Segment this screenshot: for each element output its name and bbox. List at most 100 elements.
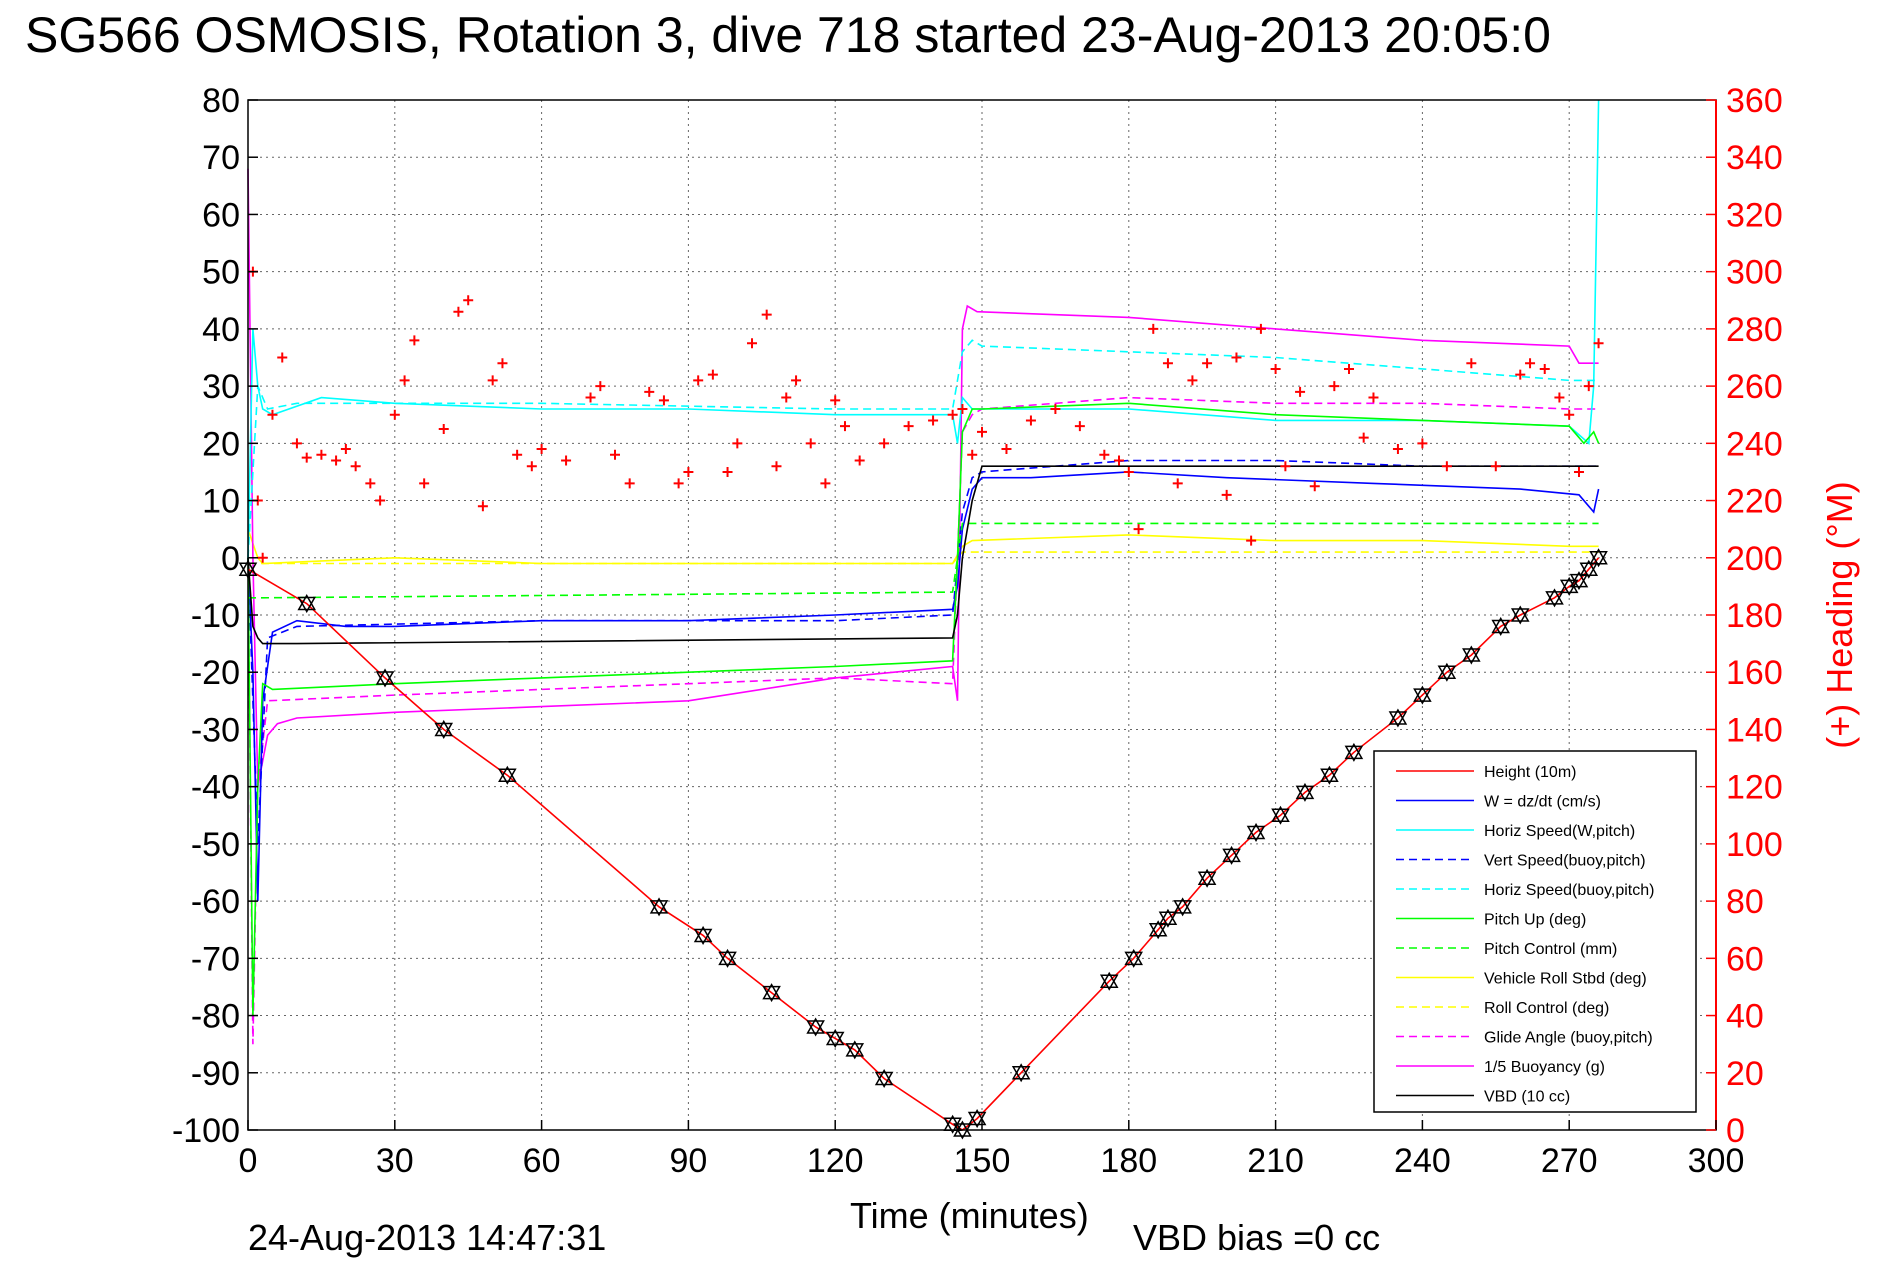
- heading-marker: [830, 395, 841, 406]
- heading-marker: [301, 452, 312, 463]
- heading-marker: [1099, 449, 1110, 460]
- y2-tick-label: 80: [1726, 883, 1764, 921]
- height-marker-inv: [1222, 848, 1241, 865]
- heading-marker: [453, 306, 464, 317]
- heading-marker: [1162, 358, 1173, 369]
- heading-marker: [967, 449, 978, 460]
- height-marker-inv: [953, 1123, 972, 1140]
- heading-marker: [820, 478, 831, 489]
- heading-marker: [389, 409, 400, 420]
- y2-tick-label: 320: [1726, 196, 1783, 234]
- height-marker: [649, 897, 669, 914]
- heading-marker: [610, 449, 620, 460]
- series-line-3: [247, 459, 1599, 844]
- height-marker-inv: [649, 900, 669, 917]
- heading-marker: [1114, 455, 1125, 466]
- heading-marker: [839, 421, 850, 432]
- heading-marker: [1221, 489, 1232, 500]
- height-marker: [762, 983, 781, 1000]
- heading-marker: [1417, 438, 1428, 449]
- heading-marker: [805, 438, 816, 449]
- heading-marker: [1525, 358, 1536, 369]
- legend-label: Vehicle Roll Stbd (deg): [1484, 971, 1647, 988]
- height-marker: [953, 1120, 972, 1137]
- heading-marker: [747, 338, 758, 349]
- y-tick-label: -70: [191, 940, 240, 978]
- heading-marker: [561, 455, 572, 466]
- height-marker: [1099, 971, 1119, 988]
- height-marker: [375, 668, 395, 685]
- height-marker-inv: [1158, 911, 1178, 928]
- heading-marker: [438, 424, 449, 435]
- series-line-11: [247, 465, 1599, 645]
- y2-tick-label: 20: [1726, 1055, 1764, 1093]
- height-marker: [1320, 765, 1339, 782]
- x-tick-label: 30: [376, 1142, 414, 1180]
- heading-marker: [1255, 323, 1266, 334]
- height-marker: [498, 765, 517, 782]
- heading-marker: [419, 478, 430, 489]
- height-marker: [1344, 742, 1364, 760]
- y2-tick-label: 200: [1726, 540, 1783, 578]
- y2-tick-label: 0: [1726, 1112, 1745, 1150]
- y2-tick-label: 60: [1726, 940, 1764, 978]
- x-tick-label: 60: [523, 1142, 561, 1180]
- height-marker-inv: [1462, 648, 1481, 665]
- y-tick-label: 0: [221, 540, 240, 578]
- x-axis: 0 30 60 90 120 150 180 210 240 270 300: [239, 1120, 1744, 1180]
- heading-marker: [1358, 432, 1369, 443]
- legend-label: Glide Angle (buoy,pitch): [1484, 1030, 1653, 1047]
- heading-marker: [487, 375, 498, 386]
- x-tick-label: 0: [239, 1142, 258, 1180]
- heading-marker: [331, 455, 342, 466]
- y-tick-label: 30: [202, 368, 240, 406]
- y-tick-label: -40: [191, 769, 240, 807]
- height-marker: [1589, 548, 1608, 565]
- heading-marker: [977, 426, 987, 437]
- height-marker: [1510, 605, 1530, 622]
- height-marker-inv: [1173, 900, 1192, 917]
- height-marker-inv: [1579, 562, 1599, 579]
- y2-tick-label: 140: [1726, 711, 1783, 749]
- height-marker: [806, 1017, 825, 1034]
- height-marker-inv: [434, 722, 454, 739]
- y-tick-label: 20: [202, 425, 240, 463]
- heading-marker: [693, 375, 704, 386]
- height-marker-inv: [874, 1071, 894, 1089]
- x-axis-label: Time (minutes): [850, 1195, 1089, 1236]
- y2-tick-label: 100: [1726, 826, 1783, 864]
- heading-marker: [1593, 338, 1604, 349]
- height-marker: [1413, 685, 1432, 702]
- y-tick-label: 10: [202, 483, 240, 521]
- height-marker-inv: [297, 596, 317, 614]
- y2-tick-label: 240: [1726, 425, 1783, 463]
- x-tick-label: 240: [1394, 1142, 1451, 1180]
- height-marker: [967, 1109, 987, 1126]
- heading-marker: [1573, 466, 1584, 477]
- heading-marker: [771, 461, 782, 472]
- heading-marker: [624, 478, 635, 489]
- height-marker: [297, 594, 317, 611]
- heading-marker: [1280, 461, 1291, 472]
- heading-marker: [673, 478, 684, 489]
- y2-tick-label: 340: [1726, 139, 1783, 177]
- heading-marker: [947, 409, 958, 420]
- heading-marker: [409, 335, 420, 346]
- heading-marker: [526, 461, 537, 472]
- height-marker-inv: [718, 951, 737, 968]
- y2-tick-label: 40: [1726, 998, 1764, 1036]
- series-layer: [238, 99, 1608, 1140]
- y2-tick-label: 220: [1726, 483, 1783, 521]
- heading-marker: [854, 455, 865, 466]
- y-tick-label: -20: [191, 654, 240, 692]
- heading-marker: [1025, 415, 1036, 426]
- y2-tick-label: 260: [1726, 368, 1783, 406]
- series-line-5: [247, 402, 1600, 1016]
- legend-label: Roll Control (deg): [1484, 1000, 1609, 1017]
- height-marker-inv: [1246, 825, 1266, 842]
- x-tick-label: 120: [807, 1142, 864, 1180]
- heading-marker: [291, 438, 302, 449]
- vbd-bias-label: VBD bias =0 cc: [1133, 1217, 1380, 1258]
- height-marker-inv: [825, 1031, 845, 1048]
